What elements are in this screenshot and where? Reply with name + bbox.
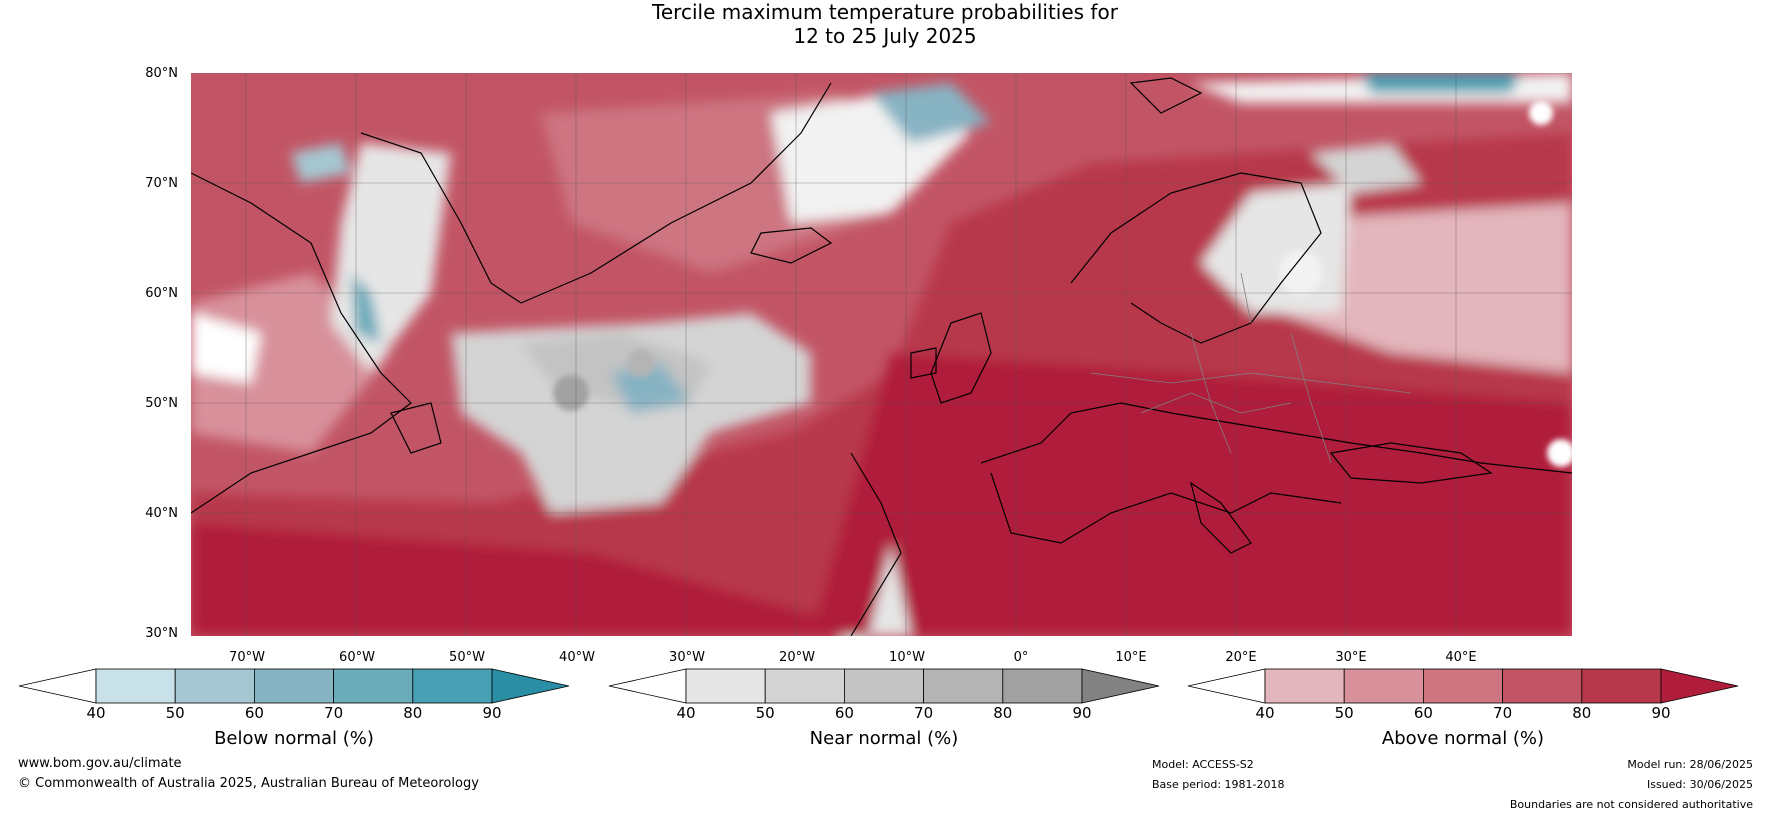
lon-label-30w: 30°W (669, 650, 705, 665)
lon-label-60w: 60°W (339, 650, 375, 665)
below-normal-under-arrow (18, 668, 97, 704)
lat-label-40n: 40°N (145, 506, 178, 521)
near-normal-tick-label: 50 (755, 704, 775, 722)
near-normal-tick-label: 40 (676, 704, 696, 722)
lon-label-10e: 10°E (1115, 650, 1147, 665)
lon-label-40e: 40°E (1445, 650, 1477, 665)
website-link[interactable]: www.bom.gov.au/climate (18, 756, 182, 771)
country-borders (1090, 272, 1412, 464)
lon-label-40w: 40°W (559, 650, 595, 665)
near-normal-colorbar-title: Near normal (%) (809, 728, 959, 749)
map-title: Tercile maximum temperature probabilitie… (0, 0, 1770, 48)
below-normal-tick-label: 60 (244, 704, 264, 722)
above-normal-tick-label: 80 (1572, 704, 1592, 722)
copyright-text: © Commonwealth of Australia 2025, Austra… (18, 776, 479, 791)
below-normal-tick-label: 40 (86, 704, 106, 722)
lat-label-30n: 30°N (145, 626, 178, 641)
above-normal-segment (1581, 668, 1662, 704)
lat-label-60n: 60°N (145, 286, 178, 301)
below-normal-tick-label: 50 (165, 704, 185, 722)
near-normal-segment (685, 668, 766, 704)
above-normal-tick-label: 90 (1651, 704, 1671, 722)
graticule (191, 72, 1572, 636)
below-normal-over-arrow (491, 668, 570, 704)
lon-label-20w: 20°W (779, 650, 815, 665)
above-normal-over-arrow (1660, 668, 1739, 704)
map-canvas (190, 72, 1575, 753)
below-normal-tick-label: 80 (403, 704, 423, 722)
lat-label-70n: 70°N (145, 176, 178, 191)
issued-date: Issued: 30/06/2025 (1646, 778, 1753, 791)
lon-label-10w: 10°W (889, 650, 925, 665)
lat-label-80n: 80°N (145, 66, 178, 81)
below-normal-segment (333, 668, 414, 704)
model-run-date: Model run: 28/06/2025 (1627, 758, 1753, 771)
near-normal-under-arrow (608, 668, 687, 704)
near-normal-tick-label: 70 (914, 704, 934, 722)
below-normal-tick-label: 70 (324, 704, 344, 722)
near-normal-colorbar (608, 668, 1160, 704)
below-normal-segment (174, 668, 255, 704)
below-normal-segment (95, 668, 176, 704)
near-normal-colorbar-svg (608, 668, 1160, 704)
above-normal-segment (1502, 668, 1583, 704)
above-normal-tick-label: 40 (1255, 704, 1275, 722)
below-normal-colorbar (18, 668, 570, 704)
coastlines (190, 77, 1573, 637)
above-normal-segment (1422, 668, 1503, 704)
below-normal-segment (253, 668, 334, 704)
near-normal-segment (764, 668, 845, 704)
near-normal-segment (843, 668, 924, 704)
probability-map (190, 72, 1575, 753)
below-normal-segment (412, 668, 493, 704)
title-line-1: Tercile maximum temperature probabilitie… (652, 0, 1118, 24)
near-normal-tick-label: 90 (1072, 704, 1092, 722)
boundaries-disclaimer: Boundaries are not considered authoritat… (1509, 798, 1753, 811)
lon-label-0: 0° (1013, 650, 1029, 665)
near-normal-tick-label: 80 (993, 704, 1013, 722)
title-line-2: 12 to 25 July 2025 (793, 24, 977, 48)
above-normal-under-arrow (1187, 668, 1266, 704)
lon-label-70w: 70°W (229, 650, 265, 665)
above-normal-tick-label: 60 (1413, 704, 1433, 722)
lon-label-30e: 30°E (1335, 650, 1367, 665)
model-name: Model: ACCESS-S2 (1152, 758, 1254, 771)
base-period: Base period: 1981-2018 (1152, 778, 1285, 791)
near-normal-tick-label: 60 (834, 704, 854, 722)
near-normal-segment (1002, 668, 1083, 704)
lon-label-20e: 20°E (1225, 650, 1257, 665)
above-normal-colorbar-svg (1187, 668, 1739, 704)
above-normal-colorbar-title: Above normal (%) (1381, 728, 1545, 749)
lat-label-50n: 50°N (145, 396, 178, 411)
below-normal-colorbar-title: Below normal (%) (214, 728, 374, 749)
below-normal-colorbar-svg (18, 668, 570, 704)
above-normal-tick-label: 50 (1334, 704, 1354, 722)
near-normal-over-arrow (1081, 668, 1160, 704)
below-normal-tick-label: 90 (482, 704, 502, 722)
lon-label-50w: 50°W (449, 650, 485, 665)
above-normal-segment (1343, 668, 1424, 704)
near-normal-segment (923, 668, 1004, 704)
above-normal-segment (1264, 668, 1345, 704)
above-normal-tick-label: 70 (1493, 704, 1513, 722)
above-normal-colorbar (1187, 668, 1739, 704)
near-normal-patches (553, 101, 1575, 467)
